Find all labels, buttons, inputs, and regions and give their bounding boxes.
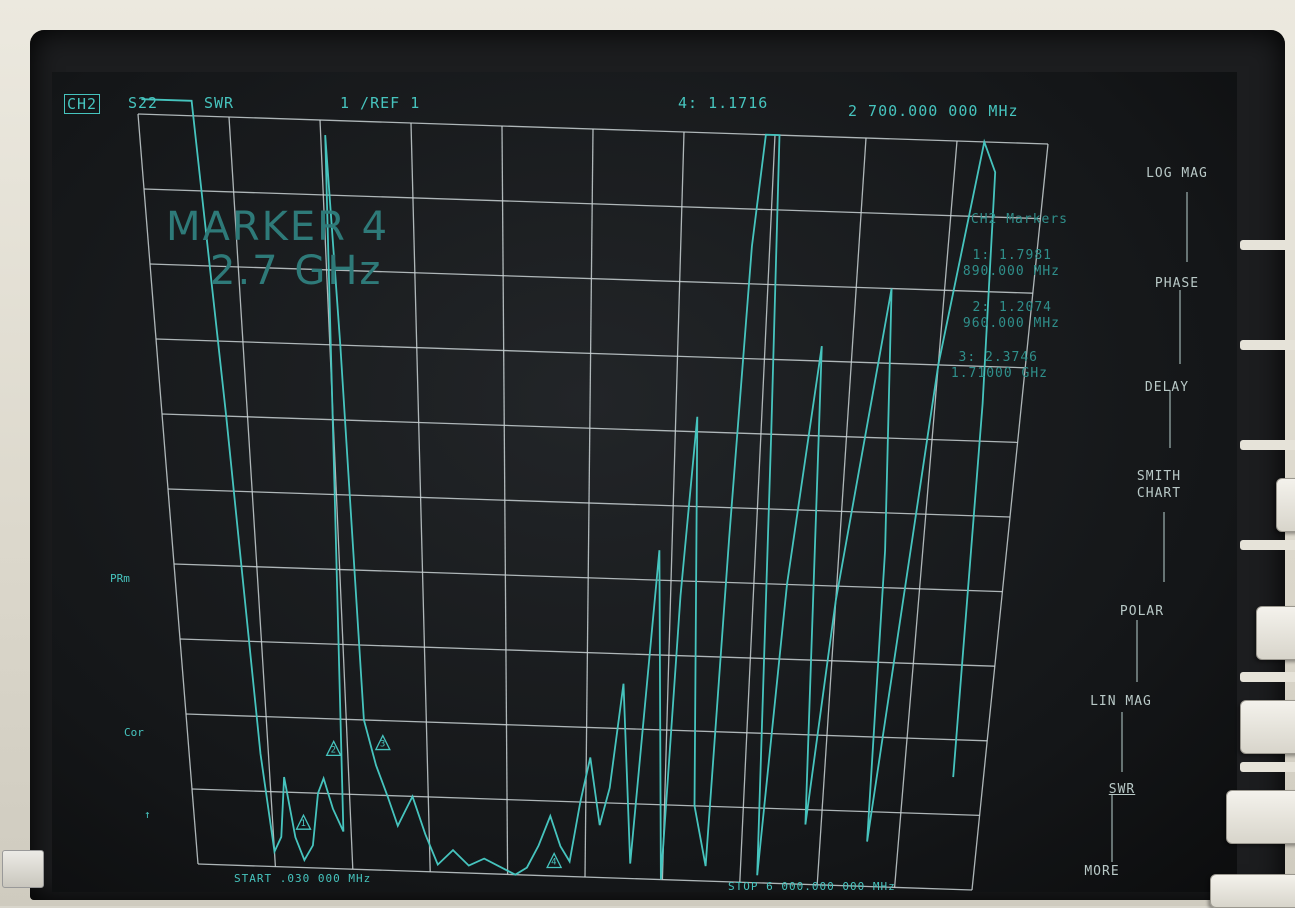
- grid-horizontal-line: [197, 863, 973, 891]
- active-marker-frequency: 2 700.000 000 MHz: [848, 102, 1019, 120]
- softkey-more[interactable]: MORE: [1084, 864, 1120, 879]
- start-frequency: START .030 000 MHz: [234, 872, 372, 885]
- left-panel-button[interactable]: [2, 850, 44, 888]
- marker-2-value: 2: 1.2074: [972, 300, 1052, 315]
- stop-frequency: STOP 6 000.000 000 MHz: [728, 880, 896, 892]
- swr-trace: [141, 98, 997, 880]
- marker-3-label: 3: [380, 740, 385, 750]
- marker-4-triangle: [546, 852, 563, 869]
- bezel-ledge: [1240, 340, 1295, 350]
- grid-vertical-line: [739, 134, 776, 883]
- softkey-button-8[interactable]: [1210, 874, 1295, 908]
- active-marker-value: 4: 1.1716: [678, 94, 769, 112]
- marker-2-label: 2: [331, 745, 336, 755]
- marker-1-value: 1: 1.7981: [972, 248, 1052, 263]
- softkey-delay[interactable]: DELAY: [1144, 380, 1190, 395]
- parameter-label: S22: [128, 94, 159, 112]
- format-label: SWR: [204, 94, 235, 112]
- marker-3-value: 3: 2.3746: [958, 350, 1038, 365]
- reference-arrow-icon: ↑: [144, 808, 151, 821]
- grid-horizontal-line: [173, 563, 1003, 593]
- grid-vertical-line: [661, 131, 685, 880]
- marker-1-triangle: [295, 813, 312, 830]
- softkey-button-4[interactable]: [1276, 478, 1295, 532]
- channel-indicator: CH2: [64, 94, 101, 114]
- marker-title-line1: MARKER 4: [166, 204, 390, 250]
- bezel-ledge: [1240, 240, 1295, 250]
- softkey-swr[interactable]: SWR: [1108, 782, 1136, 797]
- softkey-log-mag[interactable]: LOG MAG: [1146, 166, 1208, 181]
- marker-3-triangle: [374, 734, 391, 751]
- marker-2-frequency: 960.000 MHz: [962, 316, 1060, 331]
- softkey-polar[interactable]: POLAR: [1119, 604, 1165, 619]
- swr-plot: 1 2 3 4: [137, 98, 1188, 891]
- grid-vertical-line: [816, 137, 867, 885]
- grid-vertical-line: [971, 143, 1049, 891]
- marker-4-label: 4: [551, 858, 556, 868]
- marker-2-triangle: [325, 739, 342, 757]
- grid-horizontal-line: [167, 488, 1011, 518]
- bezel-ledge: [1240, 762, 1295, 772]
- bezel-ledge: [1240, 440, 1295, 450]
- markers-panel-title: CH2 Markers: [970, 212, 1068, 227]
- correction-label: Cor: [124, 726, 144, 739]
- grid-horizontal-line: [191, 788, 980, 817]
- softkey-button-7[interactable]: [1226, 790, 1295, 844]
- scale-label: 1 /REF 1: [340, 94, 421, 112]
- grid-horizontal-line: [179, 638, 995, 667]
- analyzer-screen: 1 2 3 4 CH2 S22 SWR 1 /REF 1 4: 1.1716 2 70…: [52, 72, 1237, 892]
- marker-1-label: 1: [300, 819, 305, 829]
- bezel-ledge: [1240, 540, 1295, 550]
- grid-vertical-line: [893, 140, 958, 888]
- bezel-ledge: [1240, 672, 1295, 682]
- softkey-button-5[interactable]: [1256, 606, 1295, 660]
- marker-title-line2: 2.7 GHz: [210, 248, 383, 294]
- softkey-smith-chart[interactable]: SMITH CHART: [1136, 469, 1182, 501]
- marker-1-frequency: 890.000 MHz: [962, 264, 1060, 279]
- softkey-lin-mag[interactable]: LIN MAG: [1090, 694, 1152, 709]
- marker-3-frequency: 1.71000 GHz: [950, 366, 1048, 381]
- grid-horizontal-line: [185, 713, 988, 742]
- softkey-button-6[interactable]: [1240, 700, 1295, 754]
- softkey-phase[interactable]: PHASE: [1154, 276, 1200, 291]
- param-marker-label: PRm: [110, 572, 130, 585]
